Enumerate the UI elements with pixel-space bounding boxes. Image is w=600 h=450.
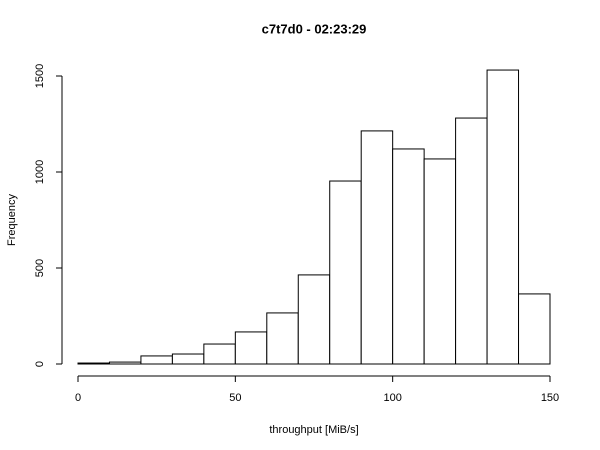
bar <box>486 69 520 365</box>
y-tick-label: 1000 <box>34 160 46 184</box>
x-axis-label: throughput [MiB/s] <box>269 424 358 436</box>
bar <box>455 117 488 365</box>
y-tick-label: 500 <box>34 259 46 277</box>
x-tick-label: 0 <box>75 392 81 404</box>
chart-title: c7t7d0 - 02:23:29 <box>262 21 367 36</box>
bar <box>360 130 394 365</box>
x-tick-label: 100 <box>383 392 401 404</box>
bar <box>518 293 551 365</box>
y-tick-label: 0 <box>34 361 46 367</box>
x-tick-label: 150 <box>541 392 559 404</box>
bar <box>77 362 110 365</box>
y-tick-label: 1500 <box>34 64 46 88</box>
y-axis-label: Frequency <box>6 194 18 246</box>
bar <box>297 274 331 365</box>
bar <box>392 148 425 365</box>
bar <box>266 312 299 365</box>
bar <box>108 361 142 365</box>
bar <box>329 180 362 365</box>
bar <box>171 353 205 365</box>
bar <box>203 343 236 365</box>
bar <box>140 355 173 365</box>
x-tick-label: 50 <box>229 392 241 404</box>
bar <box>234 331 268 365</box>
bar <box>423 158 457 365</box>
